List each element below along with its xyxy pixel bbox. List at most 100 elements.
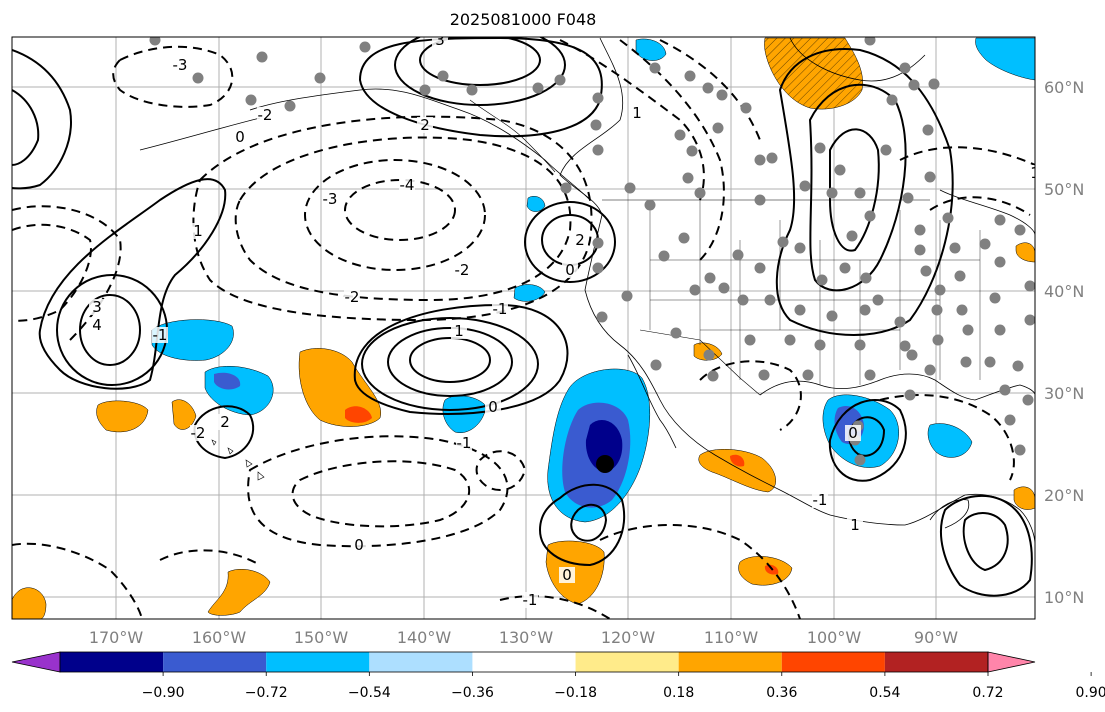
contour-label-background [485,399,501,415]
station-marker [979,238,991,250]
contour-low-far-south [499,595,611,619]
contour-nw-corner [12,89,40,166]
station-marker [689,284,701,296]
shade-blob [96,400,149,433]
station-marker [932,334,944,346]
station-marker [794,242,806,254]
contour-tropical-cyclone [570,503,608,542]
colorbar-frame [59,651,989,673]
contour-label: -1 [813,491,828,509]
contour-label: 4 [92,316,102,334]
shade-blob [698,449,776,493]
shade-blob [171,399,197,430]
station-marker [718,282,730,294]
contour-label: 2 [420,116,430,134]
contour-label: 0 [354,536,364,554]
station-marker [1004,414,1016,426]
colorbar-segment [266,652,370,672]
station-marker [466,84,478,96]
station-marker [764,294,776,306]
colorbar-tick-label: −0.72 [245,685,288,701]
contour-high-alaska [394,37,566,106]
contour-label: 1 [850,516,860,534]
station-marker [814,142,826,154]
colorbar-segment [884,652,988,672]
solid-contours [12,37,1033,597]
station-marker [1024,314,1035,326]
station-marker [284,100,296,112]
contour-label-background [559,567,575,583]
station-marker [1012,360,1024,372]
station-marker [732,249,744,261]
latitude-labels: 60°N 50°N 40°N 30°N 20°N 10°N [1044,78,1084,607]
map-title: 2025081000 F048 [449,10,597,29]
station-markers [149,37,1035,466]
contour-low-east-canada [899,146,1035,166]
station-marker [256,51,268,63]
station-marker [684,70,696,82]
colorbar-tick-label: −0.36 [451,685,494,701]
station-marker [799,180,811,192]
contour-high-dateline [79,294,141,366]
contour-label-background [492,301,508,317]
station-marker [650,359,662,371]
hawaii [211,439,265,481]
colorbar-tick-label: 0.54 [869,685,900,701]
contour-gulf-low [848,416,886,457]
map-frame [11,36,1036,620]
station-marker [956,304,968,316]
contour-gulf-low [828,399,907,482]
shade-blob [12,587,47,619]
contour-label: 1 [1030,164,1040,182]
station-marker [802,369,814,381]
station-marker [934,284,946,296]
shade-blob [345,406,372,423]
shade-blob [635,38,667,61]
station-marker [754,262,766,274]
contour-tropical-cyclone [538,483,626,567]
colorbar-tick-label: −0.54 [348,685,391,701]
contour-label: 2 [220,413,230,431]
coastline-aleutians [139,117,261,151]
contour-label: 0 [235,128,245,146]
station-marker [703,349,715,361]
station-marker [737,294,749,306]
station-marker [592,144,604,156]
colorbar-tick-label: 0.72 [972,685,1003,701]
contour-label-background [89,299,105,315]
contour-low-east-canada [929,196,1031,216]
alaska-panhandle [469,99,556,173]
station-marker [906,349,918,361]
shade-blob [738,556,793,586]
contour-label-background [190,223,206,239]
colorbar-extend-high [987,651,1036,673]
station-marker [560,182,572,194]
shade-blob [526,196,546,212]
contour-label: 1 [454,322,464,340]
contour-hawaii [193,405,255,460]
contour-label-background [217,414,233,430]
station-marker [924,364,936,376]
contour-low-far-south [599,524,801,619]
contour-label: 0 [488,398,498,416]
shade-blob [585,420,623,472]
station-marker [794,304,806,316]
contour-label-background [845,425,861,441]
station-marker [702,82,714,94]
contour-label: 0 [848,424,858,442]
station-marker [592,237,604,249]
station-marker [826,187,838,199]
marked-point [596,455,614,473]
contour-label-background [432,37,448,48]
contour-low-central-pacific [344,179,456,241]
contour-label: -3 [323,190,338,208]
contour-label-background [456,435,472,451]
station-marker [899,62,911,74]
station-marker [922,124,934,136]
station-marker [994,256,1006,268]
station-marker [999,384,1011,396]
contour-label: -3 [173,56,188,74]
contour-high-alaska [419,37,541,86]
station-marker [886,94,898,106]
longitude-label: 110°W [704,628,759,647]
